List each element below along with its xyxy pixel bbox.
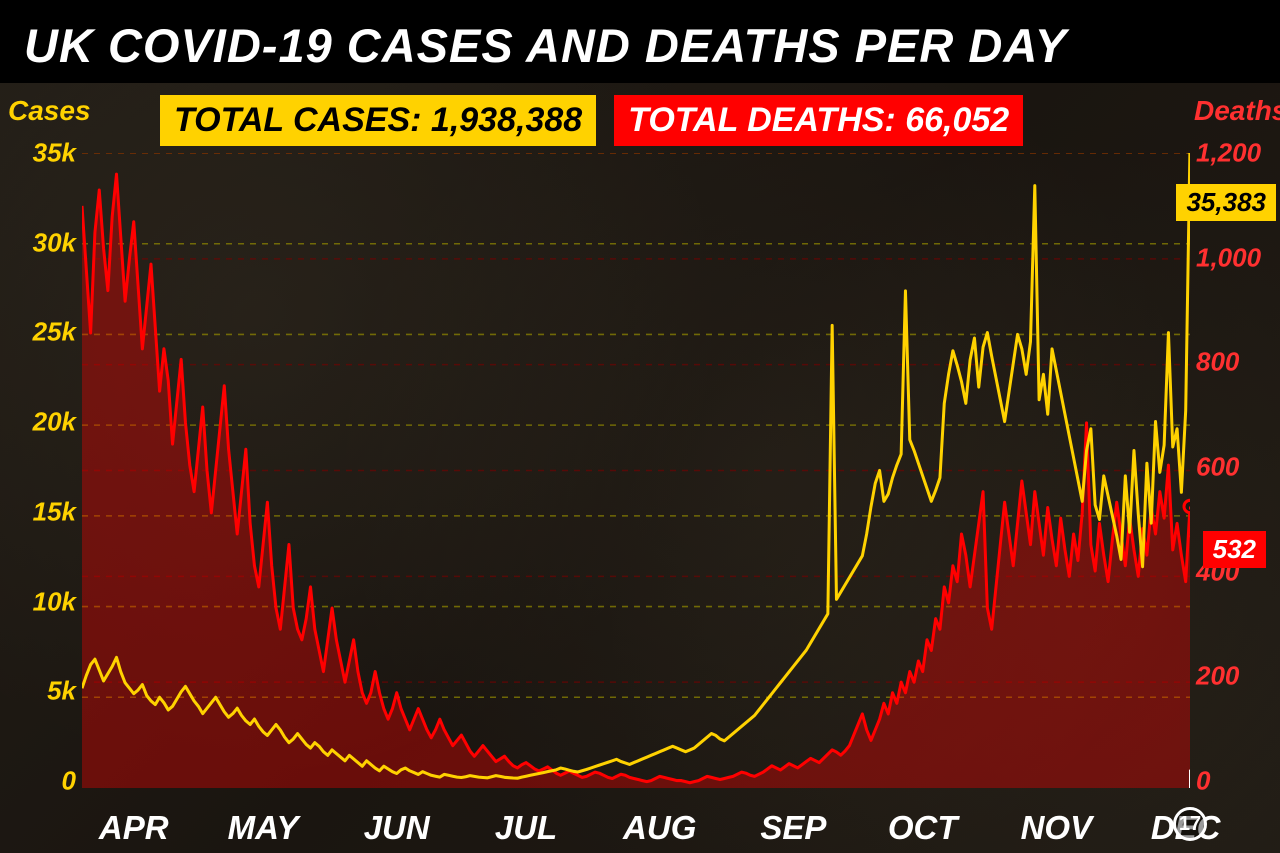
y-right-tick: 1,000 [1196,242,1261,273]
x-month-label: NOV [1021,809,1093,847]
y-right-tick: 800 [1196,347,1239,378]
y-right-tick: 1,200 [1196,138,1261,169]
y-left-tick: 0 [62,766,76,797]
y-right-tick: 200 [1196,661,1239,692]
x-month-label: JUL [495,809,557,847]
x-month-label: JUN [364,809,430,847]
latest-deaths-badge: 532 [1203,531,1266,568]
y-left-tick: 10k [33,586,76,617]
y-axis-right: Deaths [1194,95,1272,131]
totals-row: TOTAL CASES: 1,938,388 TOTAL DEATHS: 66,… [160,95,1023,146]
y-right-tick: 0 [1196,766,1210,797]
x-month-label: APR [99,809,169,847]
y-left-tick: 5k [47,676,76,707]
y-left-tick: 20k [33,407,76,438]
x-axis: APRMAYJUNJULAUGSEPOCTNOVDEC17 [82,792,1190,847]
y-left-tick: 30k [33,227,76,258]
total-cases-badge: TOTAL CASES: 1,938,388 [160,95,596,146]
latest-cases-badge: 35,383 [1176,184,1276,221]
plot-area [82,153,1190,788]
x-month-label: AUG [623,809,696,847]
x-month-label: SEP [760,809,826,847]
total-deaths-badge: TOTAL DEATHS: 66,052 [614,95,1023,146]
y-right-tick: 600 [1196,452,1239,483]
end-date-marker: 17 [1173,807,1207,841]
chart-svg [82,153,1190,788]
y-axis-left-title: Cases [8,95,78,127]
y-left-tick: 35k [33,138,76,169]
title-bar: UK COVID-19 CASES AND DEATHS PER DAY [0,0,1280,83]
chart-area: TOTAL CASES: 1,938,388 TOTAL DEATHS: 66,… [0,83,1280,853]
chart-title: UK COVID-19 CASES AND DEATHS PER DAY [24,18,1256,73]
y-axis-right-title: Deaths [1194,95,1272,127]
y-left-tick: 25k [33,317,76,348]
x-month-label: MAY [228,809,299,847]
x-month-label: OCT [888,809,958,847]
y-left-tick: 15k [33,496,76,527]
y-axis-left: Cases [8,95,78,131]
chart-container: UK COVID-19 CASES AND DEATHS PER DAY TOT… [0,0,1280,853]
